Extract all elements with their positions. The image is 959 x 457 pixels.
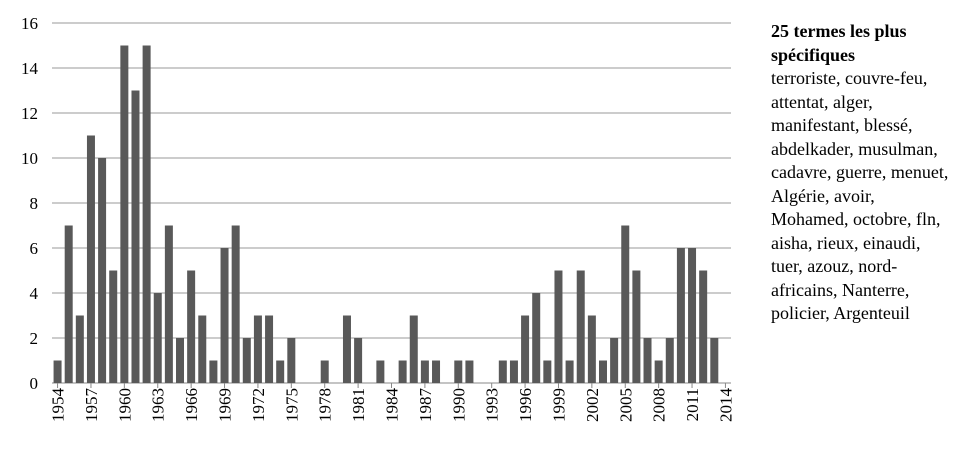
bar [109,270,118,383]
bar [610,338,619,383]
bar [598,360,607,383]
bar [432,360,441,383]
x-tick-label: 1957 [82,388,101,423]
bar [621,225,630,383]
bar [587,315,596,383]
chart: 0 2 4 6 8 10 12 14 16 1954 1957 1960 1963 1966 1969 197… [21,14,735,423]
bar [409,315,418,383]
x-tick-label: 1972 [249,388,268,422]
bar [532,293,541,383]
annotation: 25 termes les plus spécifiques terrorist… [771,20,951,326]
bar [320,360,329,383]
bar [521,315,530,383]
annotation-title: 25 termes les plus spécifiques [771,21,907,65]
x-tick-label: 2008 [650,388,669,422]
bar [164,225,173,383]
bar [86,135,95,383]
x-tick-label: 1978 [316,388,335,422]
y-tick-label: 4 [30,284,39,303]
bar [465,360,474,383]
x-tick-label: 2014 [716,388,735,423]
x-tick-label: 1954 [49,388,68,423]
y-tick-label: 2 [30,329,39,348]
bar [231,225,240,383]
bar [632,270,641,383]
x-tick-label: 1975 [282,388,301,422]
y-tick-label: 14 [21,59,39,78]
bar [420,360,429,383]
x-tick-label: 2005 [616,388,635,422]
bar [75,315,84,383]
y-tick-label: 6 [30,239,39,258]
bar [187,270,196,383]
bar [242,338,251,383]
bar [654,360,663,383]
bar [198,315,207,383]
bar [498,360,507,383]
x-tick-label: 1993 [483,388,502,422]
x-tick-label: 1966 [182,388,201,422]
x-tick-label: 1999 [549,388,568,422]
bar [342,315,351,383]
bar [376,360,385,383]
bar [576,270,585,383]
bar [665,338,674,383]
x-tick-label: 1963 [149,388,168,422]
y-tick-label: 16 [21,14,38,33]
y-tick-label: 8 [30,194,39,213]
bar [131,90,140,383]
x-tick-label: 1990 [449,388,468,422]
bar [398,360,407,383]
y-tick-label: 10 [21,149,38,168]
bar [543,360,552,383]
y-tick-label: 12 [21,104,38,123]
bar [699,270,708,383]
x-tick-label: 1981 [349,388,368,422]
bar [53,360,62,383]
bar [509,360,518,383]
bar [176,338,185,383]
x-tick-label: 2011 [683,388,702,421]
x-tick-label: 1969 [216,388,235,422]
bar [220,248,229,383]
bar [153,293,162,383]
x-tick-label: 2002 [583,388,602,422]
y-tick-label: 0 [30,374,39,393]
x-tick-label: 1960 [115,388,134,422]
bar [64,225,73,383]
x-tick-label: 1984 [383,388,402,423]
bar [354,338,363,383]
bar [142,45,151,383]
bar [98,158,107,383]
bar [209,360,218,383]
bar [265,315,274,383]
bar [676,248,685,383]
bar [710,338,719,383]
x-tick-label: 1996 [516,388,535,422]
bar [276,360,285,383]
bar [253,315,262,383]
bar [643,338,652,383]
bar [120,45,129,383]
bar [554,270,563,383]
annotation-text: terroriste, couvre-feu, attentat, alger,… [771,68,949,323]
x-tick-label: 1987 [416,388,435,423]
bar [287,338,296,383]
bar [454,360,463,383]
bar [565,360,574,383]
bar [688,248,697,383]
